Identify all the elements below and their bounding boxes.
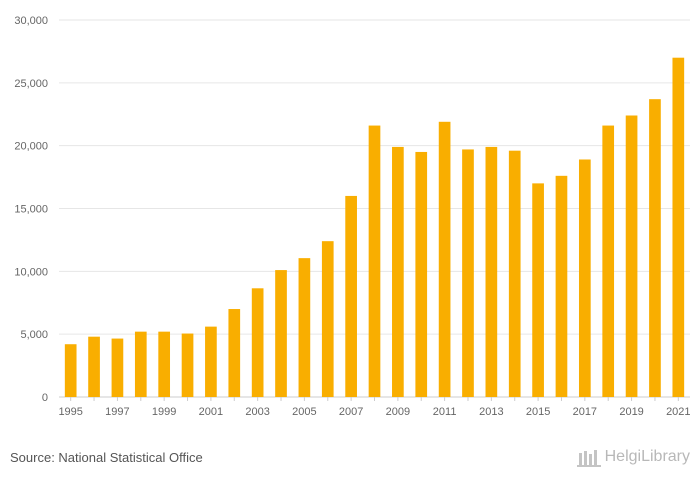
bars	[64, 57, 685, 398]
bar-2012[interactable]	[462, 149, 474, 397]
y-tick-label: 25,000	[14, 78, 48, 90]
x-tick-label: 2009	[386, 406, 410, 418]
y-axis: 0 5,000 10,000 15,000 20,000 25,000 30,000	[14, 15, 48, 404]
bar-2002[interactable]	[228, 309, 241, 397]
bar-1995[interactable]	[64, 344, 77, 397]
bar-2000[interactable]	[181, 333, 194, 397]
bar-1997[interactable]	[111, 338, 124, 397]
y-tick-label: 0	[42, 392, 48, 404]
brand-name: HelgiLibrary	[604, 448, 690, 465]
bar-1996[interactable]	[88, 336, 100, 397]
x-tick-label: 1997	[105, 406, 129, 418]
bar-2011[interactable]	[438, 121, 451, 397]
bar-2007[interactable]	[345, 195, 357, 397]
y-tick-label: 20,000	[14, 141, 48, 153]
x-tick-label: 2005	[292, 406, 316, 418]
bar-2009[interactable]	[392, 146, 404, 397]
bar-2019[interactable]	[625, 115, 638, 398]
bar-2001[interactable]	[205, 326, 217, 397]
x-tick-label: 2003	[245, 406, 269, 418]
library-icon	[576, 450, 601, 467]
bar-1999[interactable]	[158, 331, 171, 397]
bar-1998[interactable]	[134, 331, 147, 397]
x-tick-label: 2007	[339, 406, 363, 418]
brand-logo[interactable]: HelgiLibrary	[576, 447, 690, 467]
bar-2018[interactable]	[602, 125, 615, 397]
x-tick-label: 2013	[479, 406, 503, 418]
y-tick-label: 15,000	[14, 204, 48, 216]
bar-2003[interactable]	[251, 288, 264, 397]
bar-2016[interactable]	[555, 175, 568, 397]
x-tick-label: 1995	[58, 406, 82, 418]
bar-2017[interactable]	[578, 159, 591, 397]
bar-2014[interactable]	[508, 150, 521, 397]
bar-2008[interactable]	[368, 125, 381, 397]
x-tick-label: 2021	[666, 406, 690, 418]
bar-2004[interactable]	[275, 270, 287, 397]
x-tick-label: 1999	[152, 406, 176, 418]
x-tick-label: 2011	[433, 406, 457, 418]
source-note: Source: National Statistical Office	[10, 450, 203, 465]
x-tick-label: 2015	[526, 406, 550, 418]
bar-2010[interactable]	[415, 151, 428, 397]
bar-2020[interactable]	[649, 99, 661, 398]
bar-2006[interactable]	[321, 241, 334, 397]
bar-2021[interactable]	[672, 57, 685, 397]
x-tick-label: 2017	[573, 406, 597, 418]
bar-2005[interactable]	[298, 258, 311, 397]
y-tick-label: 5,000	[20, 329, 48, 341]
x-tick-label: 2019	[619, 406, 643, 418]
x-axis: 1995 1997 1999 2001 2003 2005 2007 2009 2011 2013…	[58, 397, 691, 418]
bar-chart: 0 5,000 10,000 15,000 20,000 25,000 30,000 199…	[14, 15, 691, 418]
y-tick-label: 30,000	[14, 15, 48, 27]
x-tick-label: 2001	[199, 406, 223, 418]
bar-2013[interactable]	[485, 146, 498, 397]
y-tick-label: 10,000	[14, 266, 48, 278]
bar-2015[interactable]	[532, 183, 544, 397]
